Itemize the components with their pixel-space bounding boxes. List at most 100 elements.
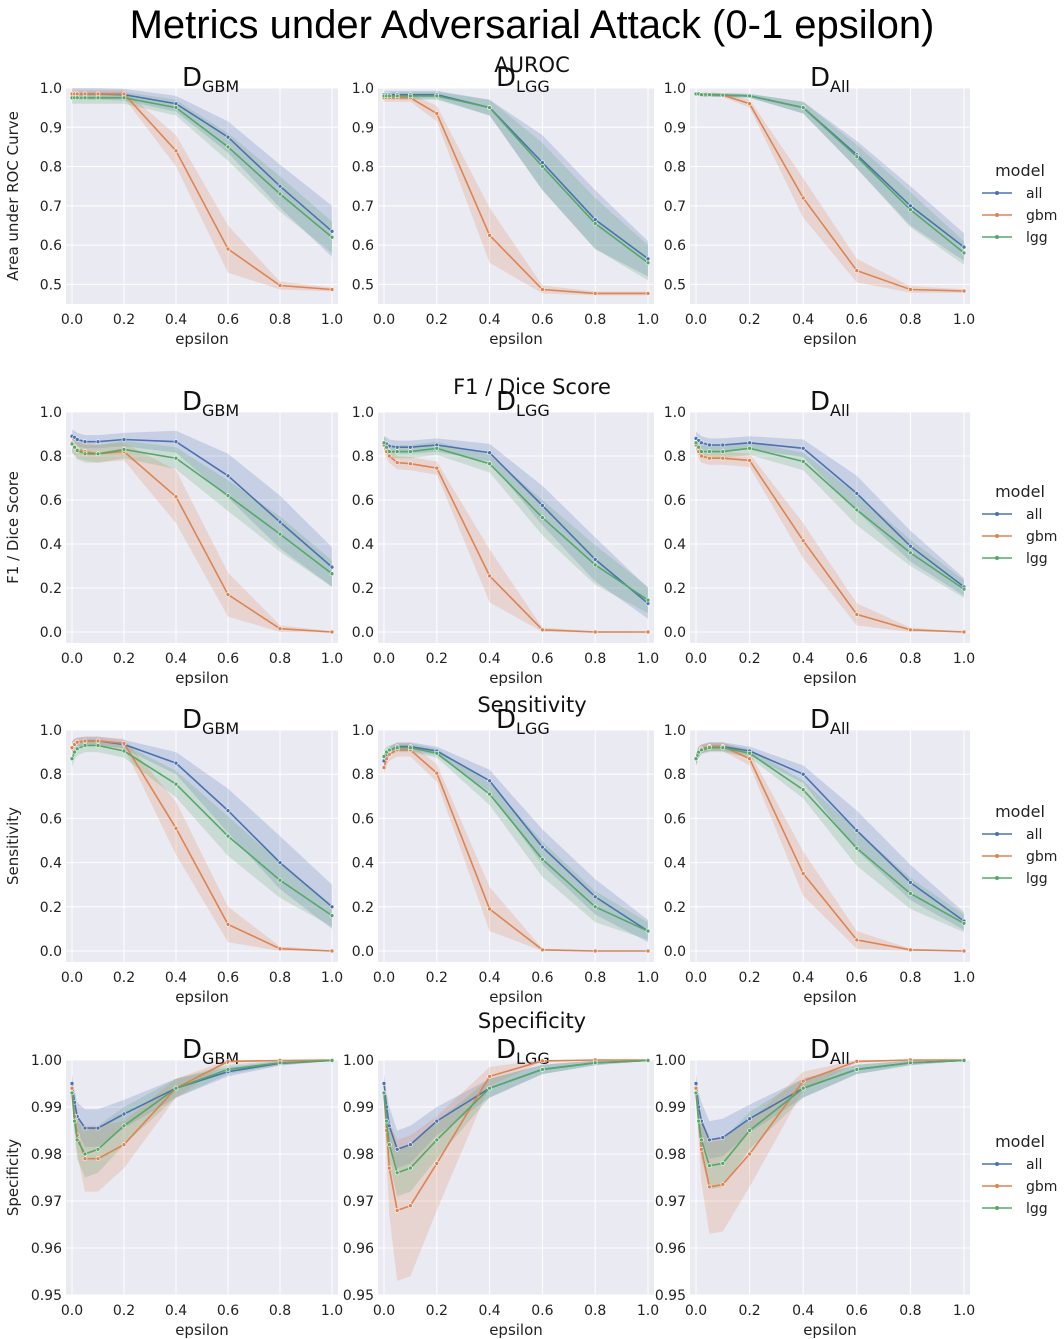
- x-tick-label: 0.6: [846, 651, 868, 667]
- y-tick-label: 0.8: [40, 449, 62, 465]
- panel-d-lgg: 0.0 0.2 0.4 0.6 0.8 1.0 0.0 0.2 0.4 0.6 0.8 1.0 epsi…: [352, 387, 659, 687]
- y-tick-label: 0.2: [352, 900, 374, 916]
- point-gbm: [121, 1142, 127, 1147]
- point-all: [699, 440, 704, 446]
- legend-marker-lgg: [995, 876, 999, 880]
- point-all: [961, 244, 967, 250]
- x-axis-label: epsilon: [175, 669, 229, 687]
- line-gbm: [695, 444, 965, 633]
- point-gbm: [82, 91, 88, 97]
- point-lgg: [592, 1060, 598, 1066]
- metric-title: F1 / Dice Score: [453, 375, 611, 399]
- point-lgg: [707, 1163, 712, 1168]
- y-tick-label: 1.0: [664, 723, 686, 739]
- point-all: [487, 778, 492, 784]
- x-tick-label: 0.4: [792, 970, 814, 986]
- point-lgg: [961, 1058, 967, 1063]
- point-lgg: [540, 515, 545, 520]
- point-lgg: [69, 441, 75, 447]
- point-lgg: [173, 105, 179, 110]
- point-gbm: [386, 453, 392, 459]
- x-axis-label: epsilon: [175, 1321, 229, 1339]
- point-gbm: [908, 287, 913, 292]
- point-lgg: [277, 531, 283, 537]
- point-gbm: [277, 283, 283, 288]
- y-tick-label: 0.8: [40, 767, 62, 783]
- x-axis-label: epsilon: [489, 669, 543, 687]
- point-gbm: [329, 948, 335, 954]
- point-gbm: [645, 948, 651, 954]
- point-gbm: [800, 538, 806, 544]
- y-tick-label: 1.0: [664, 405, 686, 421]
- band-all: [72, 1060, 332, 1147]
- panel-d-all: 0.0 0.2 0.4 0.6 0.8 1.0 0.0 0.2 0.4 0.6 0.8 1.0 epsi…: [664, 705, 975, 1006]
- y-tick-label: 0.6: [40, 811, 62, 827]
- legend: model all gbm lgg: [982, 161, 1057, 246]
- legend-label-gbm: gbm: [1026, 208, 1057, 224]
- band-all: [72, 429, 332, 587]
- x-axis-label: epsilon: [803, 330, 857, 348]
- point-gbm: [961, 629, 967, 635]
- x-tick-label: 0.2: [113, 651, 135, 667]
- line-lgg: [695, 1059, 965, 1167]
- point-gbm: [693, 1085, 699, 1091]
- point-lgg: [540, 856, 545, 862]
- x-axis-label: epsilon: [803, 988, 857, 1006]
- panel-title-main: D: [182, 705, 202, 735]
- y-tick-label: 0.96: [655, 1241, 686, 1257]
- point-all: [82, 1125, 88, 1131]
- point-all: [173, 101, 179, 106]
- x-tick-label: 0.0: [61, 1303, 83, 1319]
- y-tick-label: 0.4: [40, 856, 62, 872]
- x-tick-label: 0.6: [217, 651, 239, 667]
- y-tick-label: 0.4: [40, 537, 62, 553]
- point-all: [434, 1118, 440, 1124]
- x-tick-label: 0.8: [899, 1303, 921, 1319]
- point-all: [720, 1135, 726, 1140]
- point-all: [408, 1142, 413, 1147]
- point-lgg: [720, 1161, 726, 1166]
- band-all: [696, 91, 964, 261]
- y-tick-label: 0.8: [352, 449, 374, 465]
- x-tick-label: 1.0: [637, 970, 659, 986]
- y-tick-label: 0.4: [664, 856, 686, 872]
- point-all: [95, 439, 101, 445]
- y-tick-label: 1.00: [343, 1053, 374, 1069]
- y-tick-label: 0.6: [352, 811, 374, 827]
- x-tick-label: 0.0: [373, 312, 395, 328]
- point-gbm: [540, 1058, 545, 1064]
- point-all: [82, 439, 88, 445]
- point-all: [277, 860, 283, 865]
- band-lgg: [696, 91, 964, 265]
- point-gbm: [800, 1078, 806, 1084]
- point-lgg: [329, 571, 335, 577]
- point-gbm: [408, 461, 413, 467]
- x-tick-label: 1.0: [321, 1303, 343, 1319]
- point-lgg: [720, 745, 726, 751]
- x-axis-label: epsilon: [175, 330, 229, 348]
- point-lgg: [434, 445, 440, 451]
- point-all: [173, 760, 179, 766]
- point-all: [74, 437, 80, 442]
- legend-label-lgg: lgg: [1026, 1201, 1048, 1217]
- y-tick-label: 0.6: [40, 238, 62, 254]
- point-lgg: [381, 440, 387, 446]
- panel-title-main: D: [496, 705, 516, 735]
- x-tick-label: 0.8: [269, 312, 291, 328]
- point-lgg: [645, 928, 651, 934]
- panel-background: [690, 88, 970, 304]
- band-gbm: [72, 434, 332, 633]
- y-tick-label: 0.8: [664, 767, 686, 783]
- panel-title-main: D: [496, 387, 516, 417]
- x-tick-label: 0.4: [478, 312, 500, 328]
- point-gbm: [121, 740, 127, 746]
- point-lgg: [95, 1147, 101, 1152]
- point-lgg: [645, 1058, 651, 1063]
- point-lgg: [707, 449, 712, 454]
- point-lgg: [329, 1058, 335, 1063]
- y-tick-label: 0.96: [343, 1241, 374, 1257]
- y-tick-label: 0.96: [31, 1241, 62, 1257]
- point-all: [277, 183, 283, 189]
- point-gbm: [707, 455, 712, 461]
- panel-d-all: 0.0 0.2 0.4 0.6 0.8 1.0 0.0 0.2 0.4 0.6 0.8 1.0 epsi…: [664, 387, 975, 687]
